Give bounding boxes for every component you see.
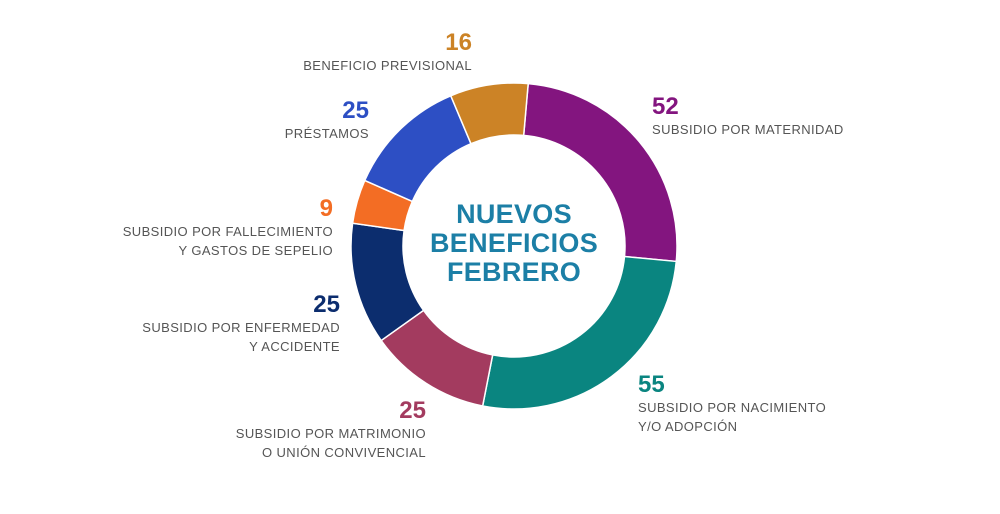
label-subsidio-matrimonio: 25 SUBSIDIO POR MATRIMONIO O UNIÓN CONVI… xyxy=(236,398,426,462)
category-label: O UNIÓN CONVIVENCIAL xyxy=(261,445,426,460)
label-prestamos: 25 PRÉSTAMOS xyxy=(285,98,369,143)
value-label: 9 xyxy=(319,195,333,222)
category-label: Y GASTOS DE SEPELIO xyxy=(178,243,333,258)
value-label: 25 xyxy=(399,397,426,424)
donut-slice-5 xyxy=(363,94,472,203)
value-label: 55 xyxy=(638,371,665,398)
chart-title-line: FEBRERO xyxy=(446,257,582,287)
category-label: SUBSIDIO POR NACIMIENTO xyxy=(638,400,827,415)
category-label: SUBSIDIO POR MATRIMONIO xyxy=(235,426,426,441)
chart-title-line: NUEVOS xyxy=(456,199,572,229)
label-subsidio-enfermedad: 25 SUBSIDIO POR ENFERMEDAD Y ACCIDENTE xyxy=(142,292,340,356)
label-subsidio-nacimiento: 55 SUBSIDIO POR NACIMIENTO Y/O ADOPCIÓN xyxy=(638,372,826,436)
label-subsidio-fallecimiento: 9 SUBSIDIO POR FALLECIMIENTO Y GASTOS DE… xyxy=(123,196,333,260)
category-label: SUBSIDIO POR MATERNIDAD xyxy=(652,122,844,137)
category-label: SUBSIDIO POR ENFERMEDAD xyxy=(142,320,340,335)
category-label: Y ACCIDENTE xyxy=(249,339,340,354)
category-label: SUBSIDIO POR FALLECIMIENTO xyxy=(122,224,333,239)
donut-slice-6 xyxy=(449,82,530,145)
value-label: 25 xyxy=(342,97,369,124)
donut-slice-0 xyxy=(522,82,678,263)
value-label: 16 xyxy=(445,29,472,56)
category-label: BENEFICIO PREVISIONAL xyxy=(303,58,472,73)
label-subsidio-maternidad: 52 SUBSIDIO POR MATERNIDAD xyxy=(652,94,844,139)
label-beneficio-previsional: 16 BENEFICIO PREVISIONAL xyxy=(303,30,472,75)
value-label: 52 xyxy=(652,93,679,120)
category-label: Y/O ADOPCIÓN xyxy=(638,419,738,434)
category-label: PRÉSTAMOS xyxy=(284,126,369,141)
chart-title-line: BENEFICIOS xyxy=(429,228,599,258)
value-label: 25 xyxy=(313,291,340,318)
chart-title: NUEVOS BENEFICIOS FEBRERO xyxy=(414,200,614,287)
